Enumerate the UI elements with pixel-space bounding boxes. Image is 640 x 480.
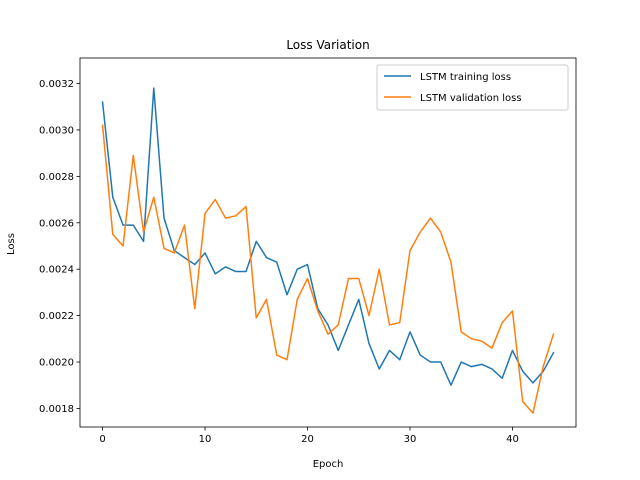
y-tick-label: 0.0032 <box>39 79 74 90</box>
legend-box <box>376 64 569 111</box>
x-tick-label: 0 <box>99 434 105 445</box>
axes-frame <box>79 57 577 428</box>
x-tick-label: 30 <box>404 434 417 445</box>
chart-title: Loss Variation <box>286 38 369 52</box>
x-axis-label: Epoch <box>313 459 344 470</box>
y-tick-label: 0.0024 <box>39 265 74 276</box>
series-line-2 <box>101 124 555 414</box>
y-tick-label: 0.0018 <box>39 404 74 415</box>
legend-label-1: LSTM training loss <box>420 72 511 83</box>
y-tick-label: 0.0028 <box>39 172 74 183</box>
plot-area <box>101 87 555 414</box>
y-tick-label: 0.0022 <box>39 311 74 322</box>
y-tick-label: 0.0020 <box>39 358 74 369</box>
y-tick-label: 0.0030 <box>39 125 74 136</box>
legend-label-2: LSTM validation loss <box>420 93 522 104</box>
x-tick-label: 20 <box>301 434 314 445</box>
y-axis-label: Loss <box>6 233 17 255</box>
axes: 0 10 20 30 40 0.0018 0.0020 0.0022 0.0024 0.0026 0… <box>39 57 577 445</box>
legend: LSTM training loss LSTM validation loss <box>376 64 569 111</box>
series-line-1 <box>101 87 555 386</box>
y-tick-label: 0.0026 <box>39 218 74 229</box>
x-tick-label: 10 <box>199 434 212 445</box>
x-tick-label: 40 <box>506 434 519 445</box>
